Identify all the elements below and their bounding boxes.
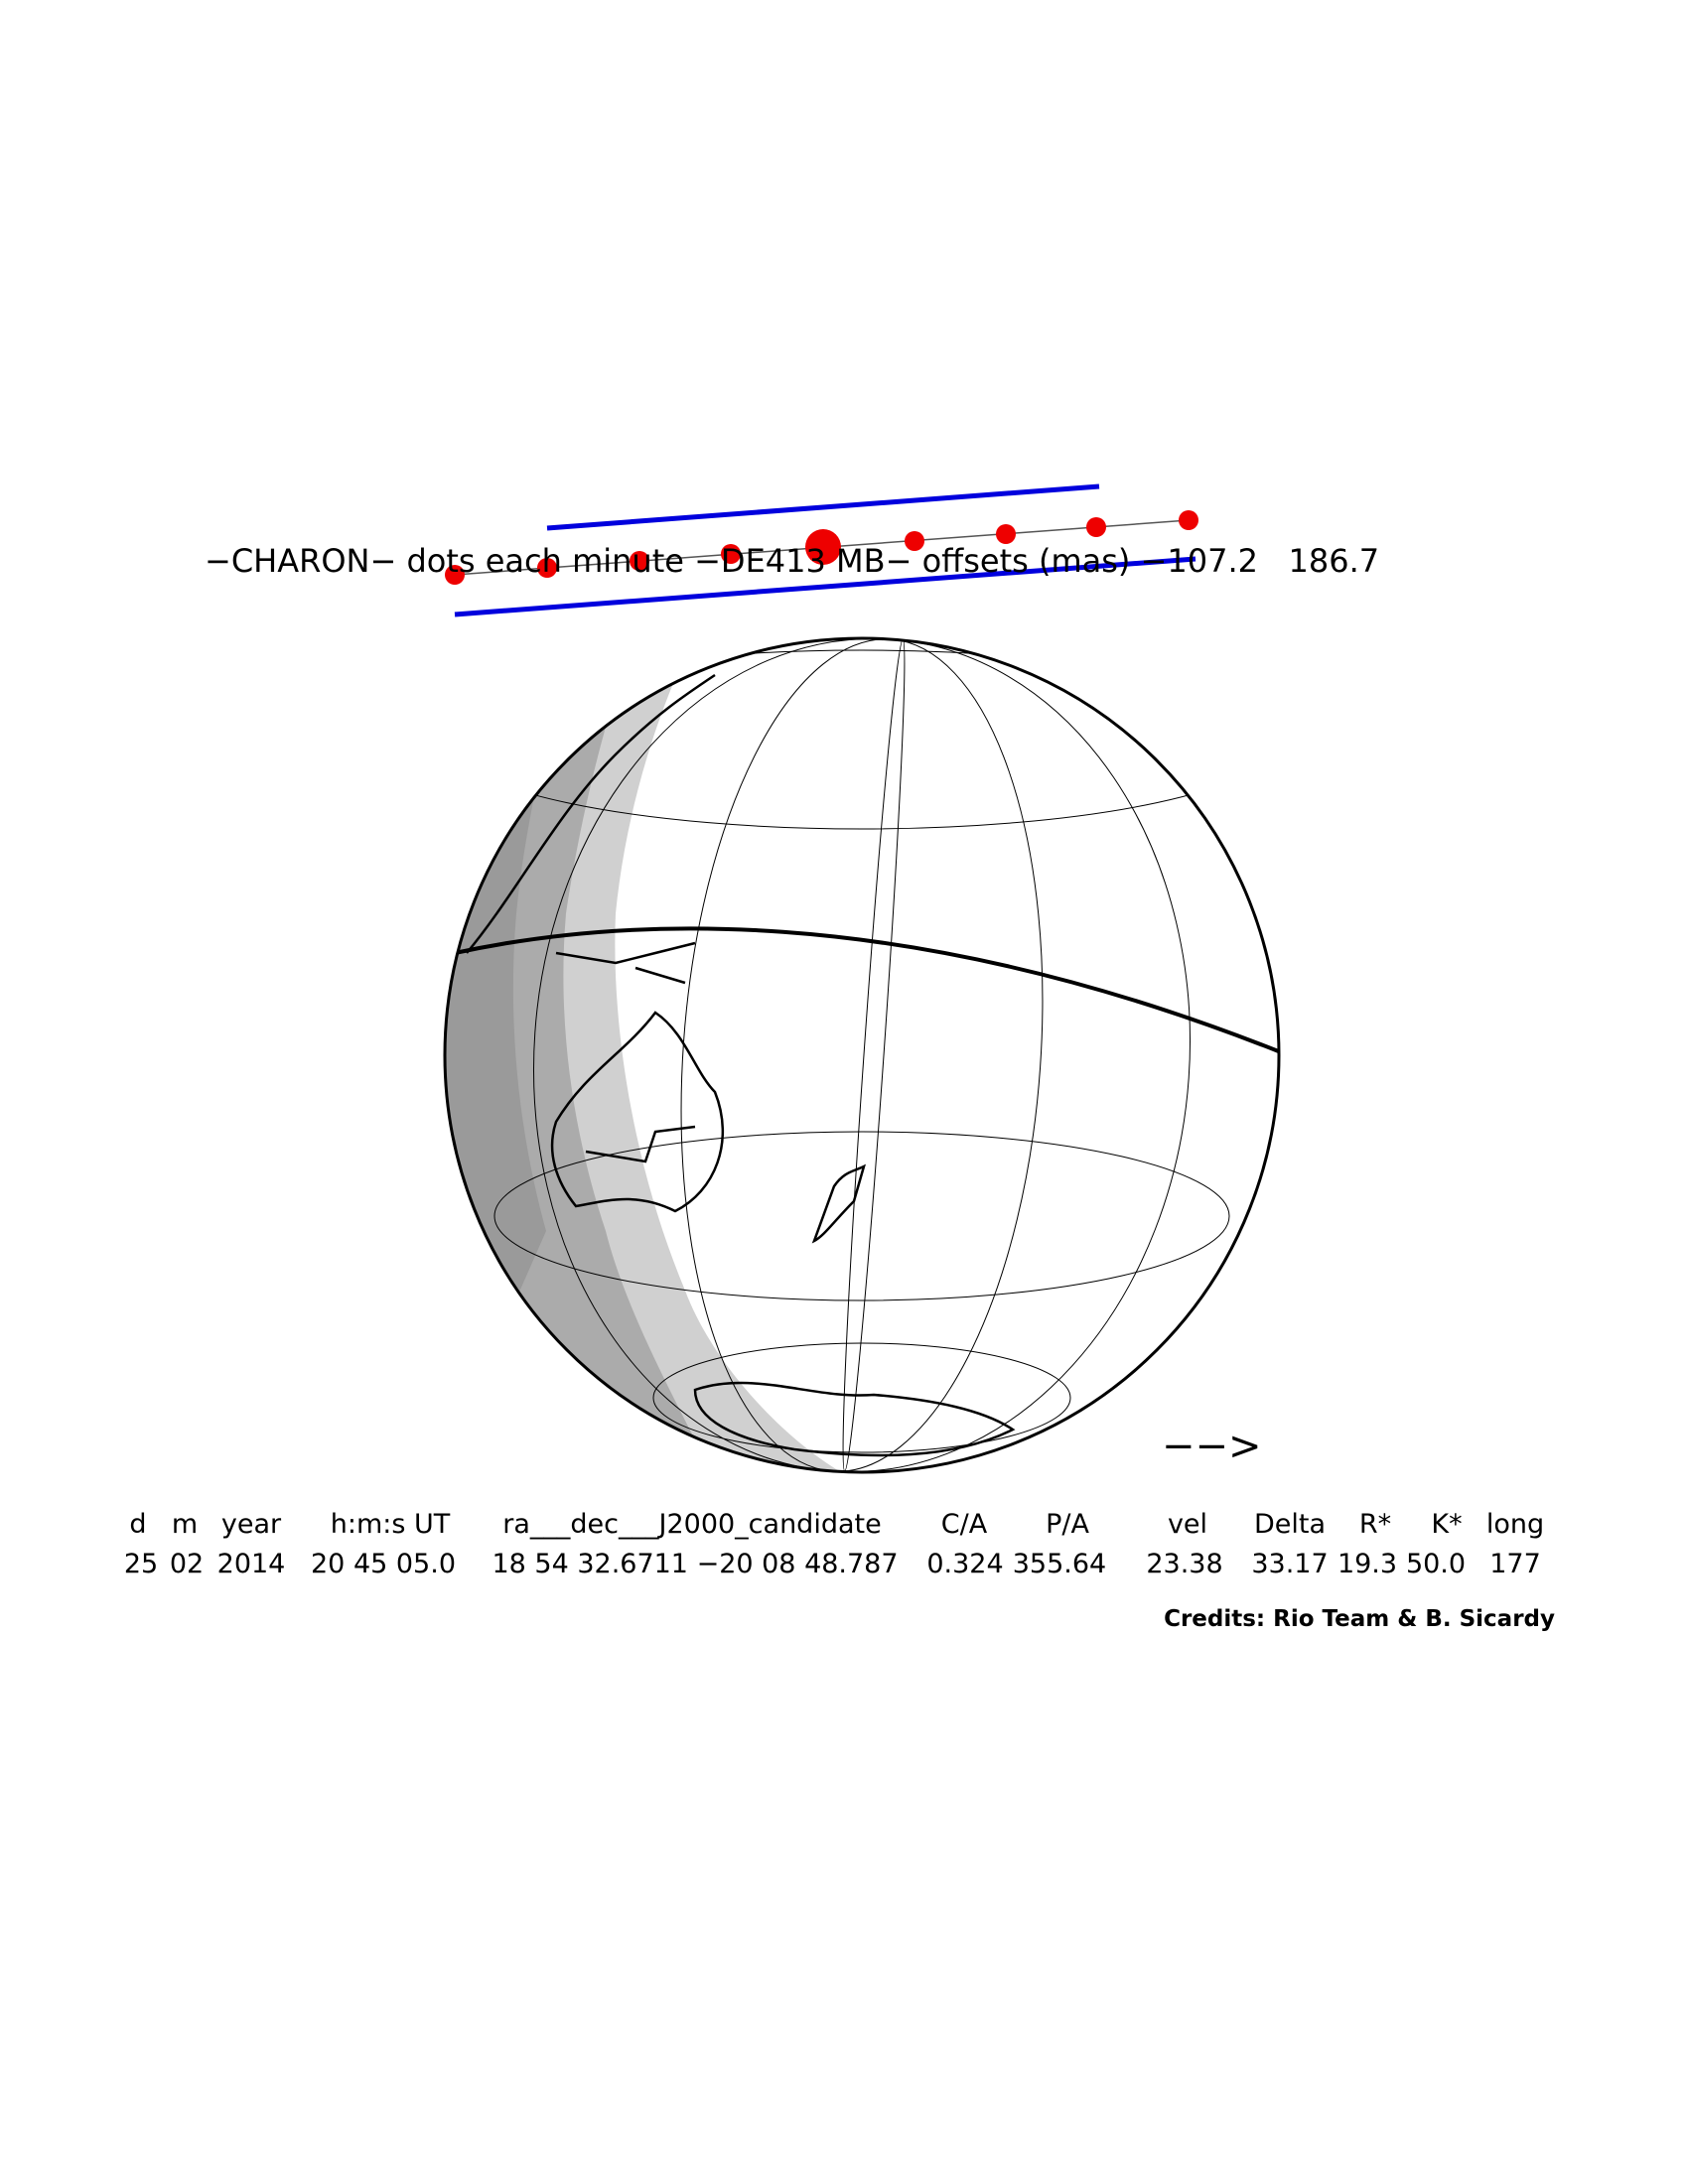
table-header: h:m:s UT — [331, 1509, 451, 1540]
direction-arrow: −−> — [1162, 1424, 1262, 1469]
shadow-limit — [454, 556, 1196, 617]
table-cell: 33.17 — [1251, 1549, 1328, 1579]
table-cell: 177 — [1489, 1549, 1541, 1579]
table-header: year — [221, 1509, 282, 1540]
table-cell: 19.3 — [1337, 1549, 1397, 1579]
globe — [443, 636, 1281, 1474]
table-header: ra___dec___J2000_candidate — [502, 1509, 881, 1540]
table-cell: 2014 — [217, 1549, 286, 1579]
title: −CHARON− dots each minute −DE413 MB− off… — [205, 542, 1379, 580]
table-header: m — [172, 1509, 198, 1540]
table-cell: 0.324 — [926, 1549, 1003, 1579]
table-cell: 25 — [124, 1549, 158, 1579]
table-cell: 23.38 — [1146, 1549, 1222, 1579]
table-header: P/A — [1046, 1509, 1089, 1540]
table-header: K* — [1431, 1509, 1462, 1540]
table-cell: 50.0 — [1406, 1549, 1466, 1579]
info-table: d m year h:m:s UT ra___dec___J2000_candidate… — [124, 1509, 1544, 1579]
shadow-limit — [546, 483, 1100, 531]
table-header: Delta — [1254, 1509, 1326, 1540]
credits: Credits: Rio Team & B. Sicardy — [1164, 1606, 1555, 1632]
table-cell: 355.64 — [1013, 1549, 1106, 1579]
table-cell: 02 — [170, 1549, 204, 1579]
table-header: C/A — [941, 1509, 988, 1540]
table-header: d — [129, 1509, 146, 1540]
table-cell: 18 54 32.6711 −20 08 48.787 — [492, 1549, 898, 1579]
shadow-path — [445, 483, 1198, 617]
table-header: long — [1486, 1509, 1544, 1540]
minute-dots — [445, 510, 1198, 585]
table-header: vel — [1168, 1509, 1207, 1540]
table-header: R* — [1359, 1509, 1391, 1540]
table-cell: 20 45 05.0 — [311, 1549, 456, 1579]
